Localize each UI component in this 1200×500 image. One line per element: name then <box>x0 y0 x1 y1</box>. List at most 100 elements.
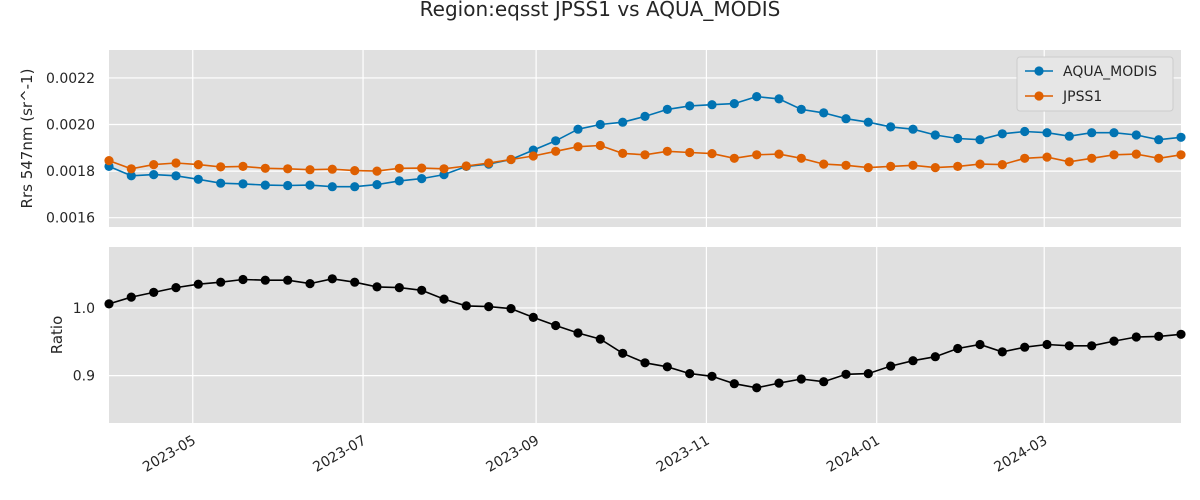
data-point <box>685 101 695 111</box>
data-point <box>863 117 873 127</box>
data-point <box>439 294 449 304</box>
data-point <box>930 130 940 140</box>
data-point <box>551 136 561 146</box>
bottom-panel: 0.9 1.0 Ratio <box>48 247 1186 423</box>
data-point <box>707 371 717 381</box>
data-point <box>930 163 940 173</box>
data-point <box>1087 153 1097 163</box>
data-point <box>1087 341 1097 351</box>
data-point <box>1109 150 1119 160</box>
data-point <box>662 104 672 114</box>
data-point <box>104 299 114 309</box>
data-point <box>618 348 628 358</box>
data-point <box>640 150 650 160</box>
data-point <box>216 277 226 287</box>
legend-label: JPSS1 <box>1062 89 1102 105</box>
x-tick-label: 2024-03 <box>992 433 1051 476</box>
data-point <box>841 369 851 379</box>
y-tick-label: 0.0016 <box>46 211 95 227</box>
data-point <box>394 176 404 186</box>
data-point <box>618 117 628 127</box>
data-point <box>283 164 293 174</box>
data-point <box>707 100 717 110</box>
data-point <box>461 161 471 171</box>
data-point <box>372 166 382 176</box>
chart-title: Region:eqsst JPSS1 vs AQUA_MODIS <box>420 0 781 21</box>
data-point <box>1109 128 1119 138</box>
data-point <box>1064 157 1074 167</box>
data-point <box>461 301 471 311</box>
data-point <box>283 180 293 191</box>
data-point <box>1176 132 1186 142</box>
data-point <box>975 159 985 169</box>
data-point <box>1087 128 1097 138</box>
data-point <box>372 180 382 190</box>
data-point <box>1042 339 1052 350</box>
data-point <box>260 275 270 285</box>
x-tick-label: 2023-05 <box>140 433 199 476</box>
data-point <box>662 146 672 156</box>
data-point <box>618 148 628 158</box>
data-point <box>573 142 583 152</box>
data-point <box>149 170 159 180</box>
data-point <box>975 135 985 145</box>
data-point <box>417 285 427 295</box>
data-point <box>484 302 494 312</box>
data-point <box>908 124 918 134</box>
top-series <box>104 92 1186 192</box>
data-point <box>1131 130 1141 140</box>
data-point <box>439 164 449 174</box>
data-point <box>238 179 248 189</box>
data-point <box>863 369 873 379</box>
data-point <box>908 160 918 170</box>
x-tick-label: 2023-11 <box>654 433 713 476</box>
data-point <box>975 339 985 350</box>
legend-swatch-marker <box>1034 91 1044 101</box>
data-point <box>752 383 762 393</box>
data-point <box>350 182 360 192</box>
data-point <box>1176 329 1186 339</box>
data-point <box>819 159 829 169</box>
legend: AQUA_MODIS JPSS1 <box>1016 56 1174 112</box>
data-point <box>1131 332 1141 342</box>
data-point <box>796 104 806 114</box>
data-point <box>1154 153 1164 163</box>
data-point <box>1042 152 1052 162</box>
bottom-plot-area <box>109 247 1181 423</box>
data-point <box>417 163 427 173</box>
data-point <box>260 180 270 190</box>
data-point <box>863 163 873 173</box>
data-point <box>886 161 896 171</box>
data-point <box>707 149 717 159</box>
data-point <box>886 122 896 132</box>
data-point <box>193 279 203 289</box>
data-point <box>372 282 382 292</box>
data-point <box>796 153 806 163</box>
data-point <box>528 312 538 322</box>
data-point <box>595 140 605 151</box>
data-point <box>171 171 181 181</box>
data-point <box>350 166 360 176</box>
data-point <box>729 153 739 163</box>
data-point <box>662 362 672 372</box>
data-point <box>1154 331 1164 341</box>
data-point <box>126 171 136 181</box>
data-point <box>953 133 963 144</box>
data-point <box>953 343 963 354</box>
data-point <box>774 94 784 104</box>
data-point <box>997 129 1007 139</box>
y-tick-label: 0.9 <box>73 369 95 385</box>
data-point <box>305 279 315 289</box>
data-point <box>193 160 203 170</box>
data-point <box>104 156 114 166</box>
x-tick-label: 2024-01 <box>824 433 883 476</box>
data-point <box>417 174 427 184</box>
data-point <box>238 274 248 285</box>
data-point <box>305 180 315 190</box>
x-tick-labels: 2023-05 2023-07 2023-09 2023-11 2024-01 2024-… <box>140 433 1050 476</box>
y-tick-label: 1.0 <box>73 301 95 317</box>
data-point <box>1064 341 1074 351</box>
legend-label: AQUA_MODIS <box>1063 64 1157 80</box>
data-point <box>997 347 1007 357</box>
